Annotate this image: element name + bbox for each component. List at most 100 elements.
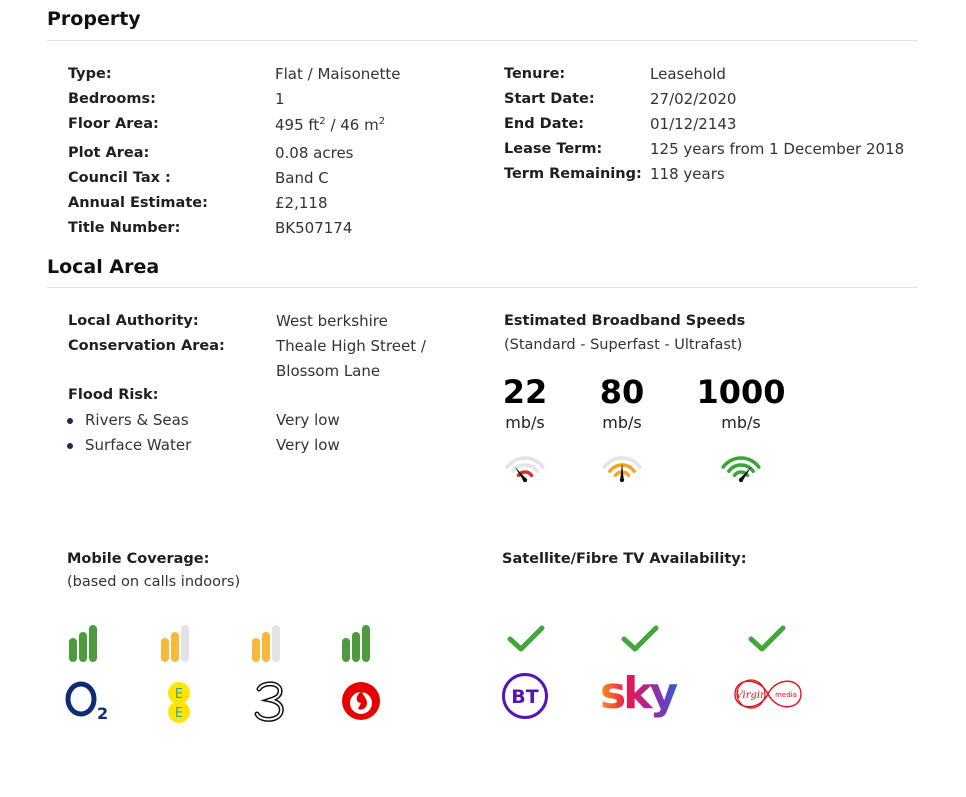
signal-bar <box>252 638 260 662</box>
annual-estimate-label: Annual Estimate: <box>68 195 208 211</box>
rivers-seas-label: Rivers & Seas <box>85 411 189 429</box>
conservation-area-value-line2: Blossom Lane <box>276 362 381 380</box>
local-area-heading: Local Area <box>47 256 160 278</box>
gauge-needle <box>620 463 624 480</box>
superfast-speed-value: 80 <box>599 373 645 411</box>
gauge-hub <box>619 477 625 483</box>
gauge-hub <box>738 477 744 483</box>
superfast-speed-gauge-icon <box>602 456 642 483</box>
tenure-label: Tenure: <box>504 66 566 82</box>
title-number-value: BK507174 <box>275 219 353 237</box>
signal-bar <box>262 632 270 662</box>
svg-text:E: E <box>175 706 183 721</box>
term-remaining-label: Term Remaining: <box>504 166 642 182</box>
signal-bar <box>362 625 370 662</box>
svg-text:2: 2 <box>97 704 108 723</box>
signal-bar <box>181 625 189 662</box>
end-date-label: End Date: <box>504 116 585 132</box>
rivers-seas-value: Very low <box>276 411 340 429</box>
ultrafast-speed-value: 1000 <box>696 373 786 411</box>
start-date-value: 27/02/2020 <box>650 90 737 108</box>
title-number-label: Title Number: <box>68 220 181 236</box>
flood-risk-label: Flood Risk: <box>68 387 159 403</box>
vodafone-logo <box>342 682 380 720</box>
signal-bar <box>272 625 280 662</box>
gauge-arc <box>727 463 755 473</box>
standard-speed-unit: mb/s <box>505 413 545 432</box>
three-logo <box>254 681 284 722</box>
plot-area-value: 0.08 acres <box>275 144 354 162</box>
type-label: Type: <box>68 66 112 82</box>
gauge-arc <box>511 463 539 473</box>
lease-term-label: Lease Term: <box>504 141 603 157</box>
gauge-needle <box>739 466 752 482</box>
svg-text:E: E <box>175 687 183 702</box>
svg-text:BT: BT <box>511 686 538 708</box>
standard-speed-value: 22 <box>502 373 548 411</box>
end-date-value: 01/12/2143 <box>650 115 737 133</box>
broadband-title: Estimated Broadband Speeds <box>504 313 746 329</box>
gauge-arc <box>602 456 642 469</box>
floor-area-label: Floor Area: <box>68 116 159 132</box>
tenure-value: Leasehold <box>650 65 726 83</box>
floor-area-value: 495 ft2 / 46 m2 <box>275 116 386 134</box>
ultrafast-speed-gauge-icon <box>721 456 761 483</box>
property-heading: Property <box>47 8 141 30</box>
conservation-area-value-line1: Theale High Street / <box>276 337 426 355</box>
bullet-dot <box>67 418 73 424</box>
signal-bar <box>79 632 87 662</box>
ee-logo: E E <box>168 682 190 723</box>
three-signal-bars-icon <box>252 625 288 662</box>
ultrafast-speed-unit: mb/s <box>721 413 761 432</box>
plot-area-label: Plot Area: <box>68 145 150 161</box>
start-date-label: Start Date: <box>504 91 595 107</box>
bt-logo: BT <box>502 673 548 719</box>
signal-bar <box>342 638 350 662</box>
gauge-needle <box>514 466 527 482</box>
bt-available-check-icon <box>507 625 545 652</box>
bullet-dot <box>67 443 73 449</box>
ee-signal-bars-icon <box>161 625 197 662</box>
sky-available-check-icon <box>621 625 659 652</box>
standard-speed-gauge-icon <box>505 456 545 483</box>
gauge-arc <box>721 456 761 469</box>
mobile-coverage-title: Mobile Coverage: <box>67 551 210 567</box>
mobile-coverage-subtitle: (based on calls indoors) <box>67 574 241 590</box>
gauge-arc <box>732 470 750 478</box>
surface-water-value: Very low <box>276 436 340 454</box>
signal-bar <box>69 638 77 662</box>
superfast-speed-unit: mb/s <box>602 413 642 432</box>
lease-term-value: 125 years from 1 December 2018 <box>650 140 905 158</box>
local-area-divider <box>47 287 918 288</box>
svg-text:Virgin: Virgin <box>735 690 766 701</box>
signal-bar <box>161 638 169 662</box>
virgin-media-available-check-icon <box>748 625 786 652</box>
term-remaining-value: 118 years <box>650 165 725 183</box>
signal-bar <box>89 625 97 662</box>
bedrooms-label: Bedrooms: <box>68 91 156 107</box>
o2-signal-bars-icon <box>69 625 105 662</box>
annual-estimate-value: £2,118 <box>275 194 328 212</box>
tv-availability-title: Satellite/Fibre TV Availability: <box>502 551 747 567</box>
property-divider <box>47 40 918 41</box>
o2-logo: 2 <box>65 681 108 723</box>
type-value: Flat / Maisonette <box>275 65 401 83</box>
conservation-area-label: Conservation Area: <box>68 338 225 354</box>
signal-bar <box>171 632 179 662</box>
vodafone-signal-bars-icon <box>342 625 378 662</box>
gauge-arc <box>505 456 545 469</box>
council-tax-label: Council Tax : <box>68 170 171 186</box>
local-authority-label: Local Authority: <box>68 313 199 329</box>
local-authority-value: West berkshire <box>276 312 388 330</box>
svg-text:media: media <box>775 691 797 699</box>
surface-water-label: Surface Water <box>85 436 192 454</box>
virgin-media-logo: Virgin media <box>734 679 802 709</box>
sky-logo: sky <box>600 668 680 719</box>
council-tax-value: Band C <box>275 169 329 187</box>
signal-bar <box>352 632 360 662</box>
broadband-subtitle: (Standard - Superfast - Ultrafast) <box>504 337 743 353</box>
bedrooms-value: 1 <box>275 90 285 108</box>
gauge-hub <box>522 477 528 483</box>
gauge-arc <box>516 470 534 478</box>
svg-text:sky: sky <box>600 668 677 719</box>
